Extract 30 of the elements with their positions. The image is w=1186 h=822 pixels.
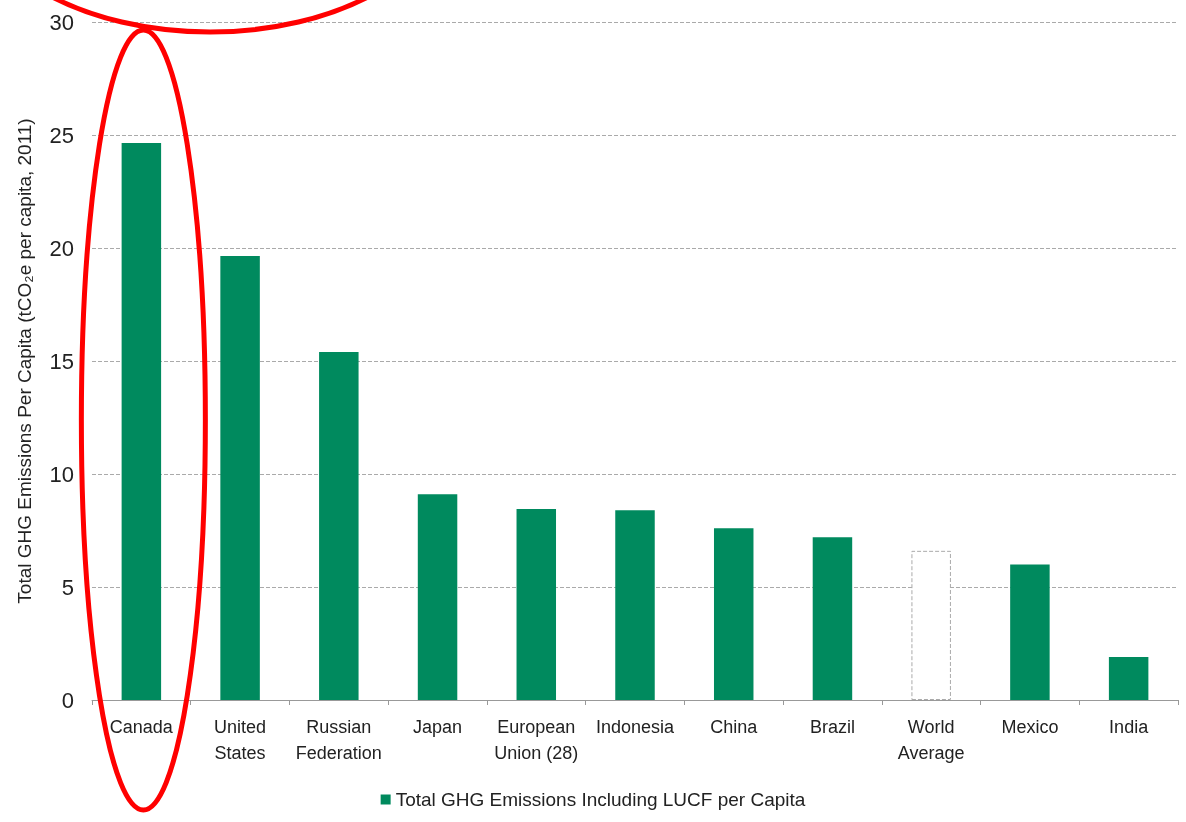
legend-label: Total GHG Emissions Including LUCF per Capita — [395, 789, 806, 810]
x-tick-label: Japan — [413, 717, 463, 737]
y-tick-label: 15 — [49, 348, 74, 374]
bar — [516, 509, 557, 700]
x-tick-label: World Average — [897, 717, 965, 763]
y-tick-label: 30 — [49, 9, 74, 35]
bar — [417, 494, 458, 700]
bar — [1010, 564, 1050, 700]
y-tick-label: 25 — [49, 122, 74, 148]
x-tick-label: United States — [214, 717, 267, 763]
bar — [1108, 657, 1149, 700]
y-tick-label: 10 — [49, 461, 74, 487]
x-tick-label: China — [710, 717, 759, 737]
bar — [615, 510, 655, 700]
x-tick-label: Canada — [109, 717, 174, 737]
y-tick-label: 5 — [61, 574, 74, 600]
x-tick-label: Mexico — [1001, 717, 1059, 737]
x-tick-label: European Union (28) — [494, 717, 579, 763]
bar — [713, 528, 754, 700]
y-tick-label: 20 — [49, 235, 74, 261]
x-tick-label: Russian Federation — [295, 717, 382, 763]
bar — [220, 255, 260, 700]
y-axis-title: Total GHG Emissions Per Capita (tCO₂e per capita, 2011) — [14, 118, 35, 604]
bar — [121, 142, 162, 700]
x-tick-label: Indonesia — [595, 717, 676, 737]
bar — [812, 537, 853, 700]
y-tick-label: 0 — [61, 687, 74, 713]
x-tick-label: Brazil — [809, 717, 855, 737]
x-tick-label: India — [1109, 717, 1150, 737]
bar — [319, 351, 359, 700]
